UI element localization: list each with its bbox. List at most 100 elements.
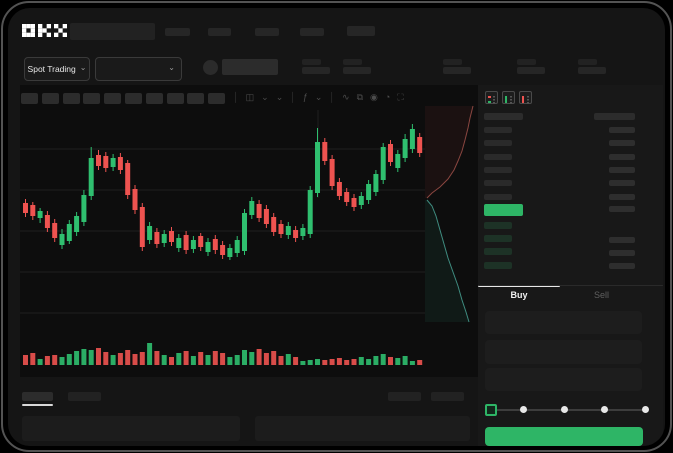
ticker-stat-value-placeholder bbox=[343, 67, 371, 74]
timeframe-chip[interactable] bbox=[125, 93, 142, 104]
indicators-chevron-icon[interactable]: ⌄ bbox=[314, 92, 323, 102]
ask-price-placeholder[interactable] bbox=[484, 180, 512, 187]
slider-handle[interactable] bbox=[484, 404, 497, 416]
line-tool-icon[interactable]: ∿ bbox=[342, 92, 350, 102]
timeframe-chip[interactable] bbox=[62, 93, 80, 104]
fullscreen-icon[interactable]: ⛶ bbox=[397, 92, 404, 102]
bottom-table-placeholder bbox=[22, 416, 240, 441]
bottom-tab-active-underline bbox=[22, 404, 53, 406]
slider-step-dot[interactable] bbox=[641, 405, 649, 413]
slider-step-dot[interactable] bbox=[560, 405, 568, 413]
chart-toolbar-icons: │ ◫ ⌄ ⌄ │ ƒ ⌄ │ ∿ ⧉ ◉ ◔ ⛶ bbox=[233, 90, 404, 105]
candlestick-chart[interactable] bbox=[20, 107, 425, 341]
book-asks-icon[interactable] bbox=[519, 91, 532, 104]
book-both-icon[interactable] bbox=[485, 91, 498, 104]
ask-price-placeholder[interactable] bbox=[484, 127, 512, 133]
slider-step-dot[interactable] bbox=[520, 405, 527, 413]
tab-buy[interactable]: Buy bbox=[510, 289, 528, 300]
book-bids-icon[interactable] bbox=[502, 91, 515, 104]
nav-item-placeholder[interactable] bbox=[255, 28, 279, 36]
indicators-icon[interactable]: ƒ bbox=[302, 92, 308, 102]
bottom-tab[interactable] bbox=[68, 392, 101, 401]
order-input-field[interactable] bbox=[485, 368, 642, 391]
orderbook-header-amount bbox=[594, 113, 635, 120]
ask-size-placeholder bbox=[609, 206, 635, 212]
tab-divider bbox=[478, 285, 663, 286]
separator: │ bbox=[329, 92, 336, 102]
orderbook-header-price bbox=[484, 113, 523, 120]
timeframe-chip[interactable] bbox=[83, 93, 101, 104]
slider-step-dot[interactable] bbox=[601, 405, 608, 413]
nav-item-placeholder[interactable] bbox=[165, 28, 190, 36]
ask-price-placeholder[interactable] bbox=[484, 166, 512, 173]
ticker-stat-value-placeholder bbox=[302, 67, 330, 74]
bid-price-placeholder[interactable] bbox=[484, 248, 512, 256]
pair-selector[interactable]: ⌄ bbox=[95, 57, 182, 81]
timeframe-chip[interactable] bbox=[145, 93, 163, 104]
compare-icon[interactable]: ⧉ bbox=[356, 92, 364, 102]
chevron-down-icon: ⌄ bbox=[79, 63, 87, 72]
separator: │ bbox=[290, 92, 296, 102]
ask-size-placeholder bbox=[609, 166, 635, 173]
bid-size-placeholder bbox=[609, 249, 635, 256]
ticker-stat-label-placeholder bbox=[343, 59, 362, 65]
nav-item-placeholder[interactable] bbox=[208, 28, 231, 36]
buy-button[interactable] bbox=[485, 427, 643, 446]
chart-type-icon[interactable]: ◫ bbox=[245, 92, 255, 102]
ask-size-placeholder bbox=[609, 140, 635, 147]
nav-item-placeholder[interactable] bbox=[347, 26, 375, 36]
app-window: Spot Trading ⌄ ⌄ │ ◫ ⌄ ⌄ │ ƒ ⌄ │ ∿ ⧉ ◉ ◔ ⛶ Buy bbox=[8, 8, 665, 446]
timeframe-chip[interactable] bbox=[187, 93, 205, 104]
ask-size-placeholder bbox=[609, 193, 635, 200]
pair-name-placeholder bbox=[222, 59, 278, 75]
bottom-action-placeholder[interactable] bbox=[388, 392, 421, 401]
order-input-field[interactable] bbox=[485, 311, 642, 334]
ask-size-placeholder bbox=[609, 153, 635, 160]
depth-chart bbox=[425, 105, 474, 323]
ask-size-placeholder bbox=[609, 127, 635, 133]
search-bar[interactable] bbox=[70, 23, 155, 40]
ask-price-placeholder[interactable] bbox=[484, 140, 512, 147]
market-type-selector[interactable]: Spot Trading ⌄ bbox=[24, 57, 90, 81]
bottom-action-placeholder[interactable] bbox=[431, 392, 464, 401]
timeframe-chip[interactable] bbox=[21, 93, 38, 104]
ticker-stat-label-placeholder bbox=[302, 59, 321, 65]
interval-chevron-icon[interactable]: ⌄ bbox=[275, 92, 284, 102]
ask-price-placeholder[interactable] bbox=[484, 153, 512, 160]
last-price-bar[interactable] bbox=[484, 204, 523, 216]
bid-price-placeholder[interactable] bbox=[484, 235, 512, 242]
bid-price-placeholder[interactable] bbox=[484, 261, 512, 269]
active-tab-indicator bbox=[478, 285, 560, 287]
camera-icon[interactable]: ◉ bbox=[370, 92, 378, 102]
market-type-label: Spot Trading bbox=[27, 64, 76, 74]
timeframe-chip[interactable] bbox=[208, 93, 226, 104]
bid-size-placeholder bbox=[609, 236, 635, 243]
timeframe-chip[interactable] bbox=[166, 93, 184, 104]
amount-slider-track[interactable] bbox=[490, 409, 645, 411]
history-icon[interactable]: ◔ bbox=[384, 92, 391, 102]
tab-sell[interactable]: Sell bbox=[593, 289, 609, 300]
ticker-stat-value-placeholder bbox=[578, 67, 606, 74]
timeframe-chip[interactable] bbox=[41, 93, 59, 104]
ticker-stat-label-placeholder bbox=[443, 59, 462, 65]
bottom-tab[interactable] bbox=[22, 392, 53, 401]
ticker-stat-value-placeholder bbox=[517, 67, 545, 74]
okx-logo bbox=[22, 24, 67, 37]
bottom-table-placeholder bbox=[255, 416, 470, 441]
volume-bars bbox=[23, 343, 423, 365]
ask-price-placeholder[interactable] bbox=[484, 193, 512, 200]
separator: │ bbox=[233, 92, 239, 102]
chart-type-chevron-icon[interactable]: ⌄ bbox=[261, 92, 269, 102]
ticker-stat-label-placeholder bbox=[578, 59, 597, 65]
ticker-stat-label-placeholder bbox=[517, 59, 536, 65]
nav-item-placeholder[interactable] bbox=[300, 28, 324, 36]
bid-size-placeholder bbox=[609, 263, 635, 270]
bid-price-placeholder[interactable] bbox=[484, 221, 512, 229]
chevron-down-icon: ⌄ bbox=[168, 63, 175, 72]
coin-avatar bbox=[203, 60, 218, 75]
order-input-field[interactable] bbox=[485, 340, 642, 364]
ask-size-placeholder bbox=[609, 180, 635, 187]
timeframe-chip[interactable] bbox=[104, 93, 122, 104]
ticker-stat-value-placeholder bbox=[443, 67, 471, 74]
